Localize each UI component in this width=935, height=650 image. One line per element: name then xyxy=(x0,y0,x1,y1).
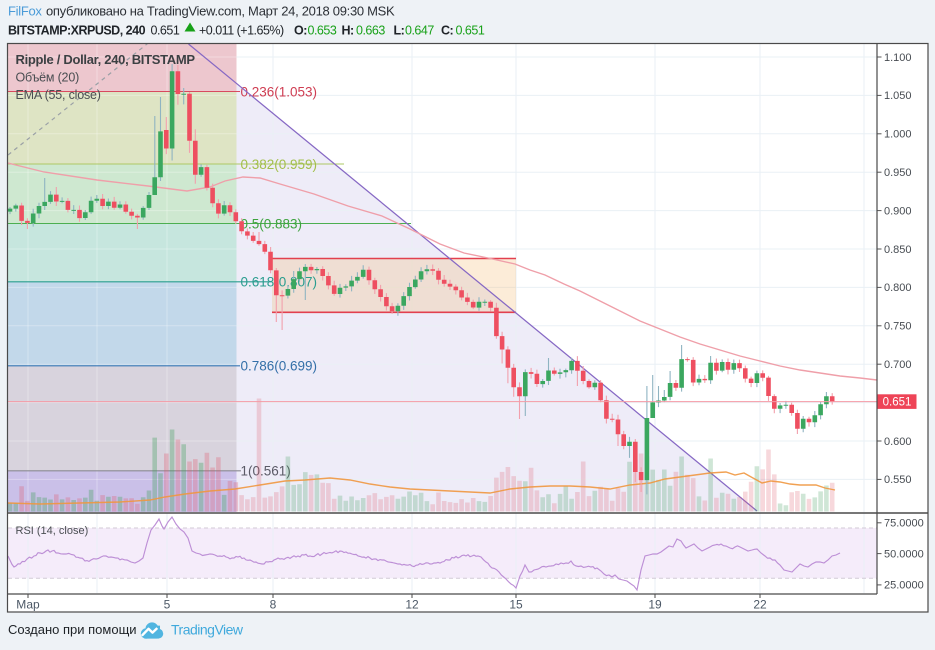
svg-text:0.647: 0.647 xyxy=(405,24,434,38)
svg-text:0.651: 0.651 xyxy=(883,396,912,408)
svg-text:1.050: 1.050 xyxy=(884,90,912,102)
svg-text:0.653: 0.653 xyxy=(308,24,337,38)
svg-text:0.950: 0.950 xyxy=(884,167,912,179)
svg-text:0.663: 0.663 xyxy=(356,24,385,38)
svg-text:C:: C: xyxy=(441,24,453,38)
svg-text:15: 15 xyxy=(509,598,523,612)
svg-text:0.5(0.883): 0.5(0.883) xyxy=(241,216,303,231)
svg-text:Создано при помощи: Создано при помощи xyxy=(8,622,137,637)
svg-text:5: 5 xyxy=(164,598,171,612)
svg-text:H:: H: xyxy=(342,24,354,38)
svg-text:L:: L: xyxy=(394,24,405,38)
svg-text:0.600: 0.600 xyxy=(884,436,912,448)
svg-text:0.900: 0.900 xyxy=(884,205,912,217)
svg-text:0.700: 0.700 xyxy=(884,359,912,371)
svg-text:1.100: 1.100 xyxy=(884,52,912,64)
svg-text:12: 12 xyxy=(405,598,419,612)
svg-text:75.0000: 75.0000 xyxy=(884,518,924,530)
svg-text:19: 19 xyxy=(648,598,662,612)
svg-text:22: 22 xyxy=(753,598,767,612)
svg-text:1.000: 1.000 xyxy=(884,129,912,141)
svg-text:0.651: 0.651 xyxy=(456,24,485,38)
svg-text:Мар: Мар xyxy=(16,598,40,612)
svg-text:8: 8 xyxy=(270,598,277,612)
svg-text:0.850: 0.850 xyxy=(884,244,912,256)
svg-text:0.800: 0.800 xyxy=(884,282,912,294)
svg-text:0.236(1.053): 0.236(1.053) xyxy=(241,84,318,99)
svg-text:Объём (20): Объём (20) xyxy=(16,71,80,85)
svg-text:+0.011 (+1.65%): +0.011 (+1.65%) xyxy=(199,24,284,38)
svg-text:TradingView: TradingView xyxy=(171,622,244,638)
svg-text:0.651: 0.651 xyxy=(151,24,180,38)
svg-text:FilFox: FilFox xyxy=(8,4,42,19)
svg-text:0.550: 0.550 xyxy=(884,474,912,486)
svg-text:50.0000: 50.0000 xyxy=(884,548,924,560)
svg-text:Ripple / Dollar, 240, BITSTAMP: Ripple / Dollar, 240, BITSTAMP xyxy=(16,52,196,67)
svg-text:EMA (55, close): EMA (55, close) xyxy=(16,88,101,102)
svg-text:опубликовано на TradingView.co: опубликовано на TradingView.com, Март 24… xyxy=(46,4,395,19)
svg-text:RSI (14, close): RSI (14, close) xyxy=(16,525,89,537)
svg-text:0.382(0.959): 0.382(0.959) xyxy=(241,157,318,172)
svg-text:1(0.561): 1(0.561) xyxy=(241,464,291,479)
svg-text:O:: O: xyxy=(294,24,307,38)
svg-text:BITSTAMP:XRPUSD, 240: BITSTAMP:XRPUSD, 240 xyxy=(8,24,146,38)
svg-text:25.0000: 25.0000 xyxy=(884,580,924,592)
svg-text:0.750: 0.750 xyxy=(884,321,912,333)
svg-text:0.786(0.699): 0.786(0.699) xyxy=(241,359,318,374)
